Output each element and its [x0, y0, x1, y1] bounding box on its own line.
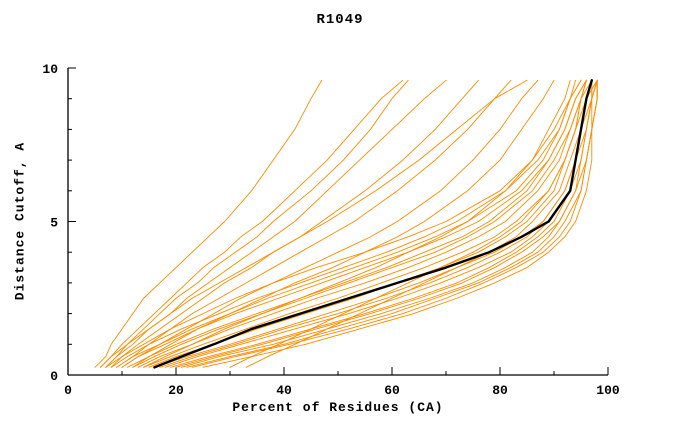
model-series-line: [164, 79, 598, 368]
chart-title: R1049: [316, 12, 364, 28]
model-series-line: [99, 79, 528, 368]
model-series-line: [202, 79, 598, 368]
model-series-line: [132, 79, 555, 368]
model-series-line: [121, 79, 587, 368]
x-tick-label: 100: [596, 383, 620, 398]
model-series-line: [170, 79, 593, 368]
model-series-line: [229, 79, 587, 368]
model-series-line: [143, 79, 571, 368]
model-series-line: [99, 79, 404, 368]
model-series-line: [110, 79, 582, 368]
model-series-line: [245, 79, 593, 368]
model-series-line: [191, 79, 598, 368]
model-series-line: [159, 79, 593, 368]
model-series-line: [110, 79, 479, 368]
x-tick-label: 0: [64, 383, 72, 398]
y-tick-label: 0: [50, 369, 58, 384]
model-series-line: [121, 79, 539, 368]
x-tick-label: 60: [384, 383, 400, 398]
model-series-line: [126, 79, 587, 368]
x-tick-label: 40: [276, 383, 292, 398]
model-series-line: [132, 79, 587, 368]
x-tick-label: 80: [492, 383, 508, 398]
model-series-line: [94, 79, 323, 368]
x-tick-label: 20: [168, 383, 184, 398]
y-tick-label: 10: [42, 62, 58, 77]
model-series-line: [105, 79, 582, 368]
model-series-line: [105, 79, 447, 368]
model-series-line: [186, 79, 598, 368]
model-series-line: [137, 79, 593, 368]
x-axis-label: Percent of Residues (CA): [232, 400, 444, 415]
highlight-series-line: [153, 79, 593, 369]
model-series-line: [175, 79, 598, 368]
y-tick-label: 5: [50, 216, 58, 231]
model-series-line: [105, 79, 409, 368]
model-series-line: [116, 79, 577, 368]
model-series-line: [116, 79, 512, 368]
